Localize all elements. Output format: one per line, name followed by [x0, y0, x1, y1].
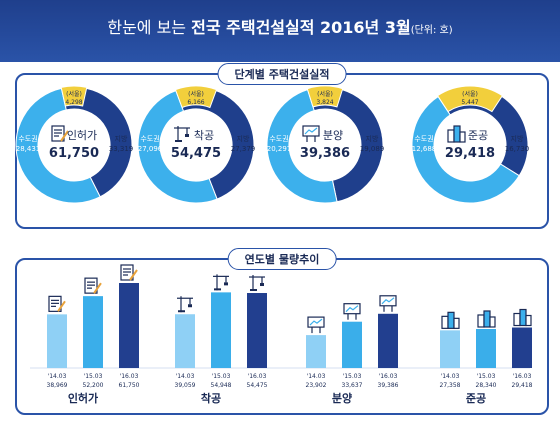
trend-panel-label: 연도별 물량추이	[227, 248, 337, 270]
unit-label: (단위: 호)	[410, 25, 453, 36]
stage-panel-label: 단계별 주택건설실적	[217, 63, 347, 85]
page-title: 한눈에 보는 전국 주택건설실적 2016년 3월(단위: 호)	[0, 14, 560, 38]
trend-panel: 연도별 물량추이	[15, 248, 549, 415]
stage-panel: 단계별 주택건설실적	[15, 63, 549, 229]
header-banner	[0, 0, 560, 62]
title-lead: 한눈에 보는	[107, 18, 192, 37]
title-main: 전국 주택건설실적 2016년 3월	[191, 18, 411, 37]
